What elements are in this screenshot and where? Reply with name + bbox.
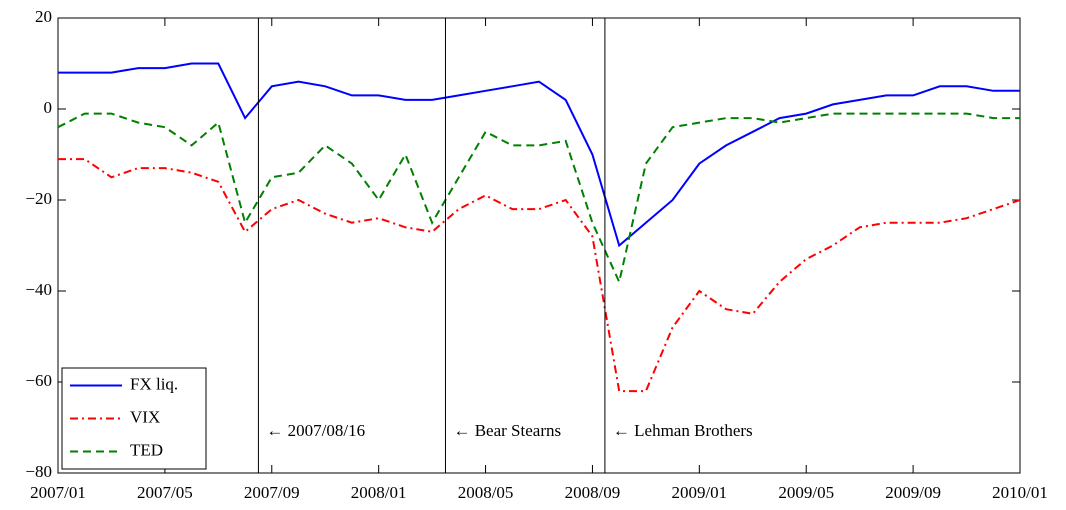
- x-tick-label: 2009/01: [671, 483, 727, 502]
- y-tick-label: −80: [25, 462, 52, 481]
- series-line: [58, 62, 1020, 248]
- y-tick-label: −40: [25, 280, 52, 299]
- x-tick-label: 2007/01: [30, 483, 86, 502]
- x-tick-label: 2009/05: [778, 483, 834, 502]
- y-tick-label: 20: [35, 7, 52, 26]
- event-label: ← Bear Stearns: [453, 421, 561, 440]
- y-tick-label: −60: [25, 371, 52, 390]
- x-tick-label: 2010/01: [992, 483, 1048, 502]
- x-tick-label: 2008/05: [458, 483, 514, 502]
- event-label: ← Lehman Brothers: [613, 421, 753, 440]
- legend-label: TED: [130, 440, 163, 459]
- event-label: ← 2007/08/16: [266, 421, 365, 440]
- series-line: [57, 112, 1020, 286]
- x-tick-label: 2007/05: [137, 483, 193, 502]
- x-tick-label: 2007/09: [244, 483, 300, 502]
- legend-label: FX liq.: [130, 374, 178, 393]
- x-tick-label: 2008/09: [565, 483, 621, 502]
- x-tick-label: 2009/09: [885, 483, 941, 502]
- y-tick-label: −20: [25, 189, 52, 208]
- x-tick-label: 2008/01: [351, 483, 407, 502]
- legend-label: VIX: [130, 407, 160, 426]
- y-tick-label: 0: [44, 98, 53, 117]
- plot-frame: [57, 17, 1021, 474]
- series-line: [58, 158, 1021, 393]
